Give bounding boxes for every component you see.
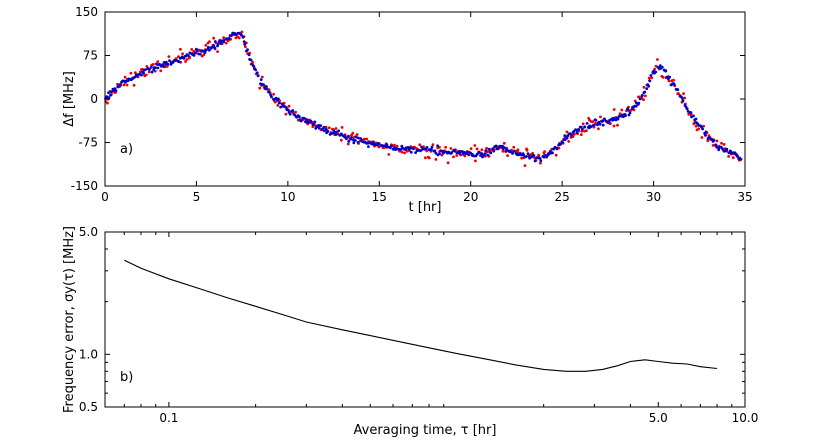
x-tick-label: 5.0 bbox=[649, 411, 668, 425]
plot-frame bbox=[104, 231, 746, 408]
x-tick-label: 0 bbox=[101, 190, 109, 204]
x-tick-label: 30 bbox=[646, 190, 661, 204]
panel-a-xlabel: t [hr] bbox=[409, 200, 442, 215]
x-tick-label: 25 bbox=[555, 190, 570, 204]
panel-a-label: a) bbox=[120, 142, 133, 157]
panel-b-ylabel: Frequency error, σy(τ) [MHz] bbox=[62, 226, 77, 413]
panel-b-xlabel: Averaging time, τ [hr] bbox=[354, 423, 497, 438]
y-tick-label: 75 bbox=[83, 49, 98, 63]
y-tick-label: 150 bbox=[75, 5, 98, 19]
y-tick-label: -75 bbox=[78, 136, 98, 150]
x-tick-label: 10.0 bbox=[732, 411, 759, 425]
y-tick-label: 0 bbox=[90, 92, 98, 106]
scatter-series bbox=[104, 31, 743, 163]
x-tick-label: 10 bbox=[280, 190, 295, 204]
scatter-series bbox=[104, 30, 743, 168]
plot-frame bbox=[104, 11, 746, 187]
line-series bbox=[124, 259, 718, 372]
x-tick-label: 5 bbox=[193, 190, 201, 204]
y-tick-label: 5.0 bbox=[79, 225, 98, 239]
panel-b-label: b) bbox=[120, 370, 133, 385]
panel-a-ylabel: Δf [MHz] bbox=[62, 71, 77, 127]
x-tick-label: 35 bbox=[737, 190, 752, 204]
panel-b: 0.1 5.0 10.0 0.5 1.0 5.0 bbox=[79, 225, 758, 425]
x-tick-label: 0.1 bbox=[159, 411, 178, 425]
panel-a: 0 5 10 15 20 25 30 35 -150 -75 0 75 150 bbox=[71, 5, 753, 204]
y-tick-label: 0.5 bbox=[79, 400, 98, 414]
x-tick-label: 15 bbox=[372, 190, 387, 204]
x-tick-label: 20 bbox=[463, 190, 478, 204]
y-tick-label: -150 bbox=[71, 179, 98, 193]
y-tick-label: 1.0 bbox=[79, 347, 98, 361]
